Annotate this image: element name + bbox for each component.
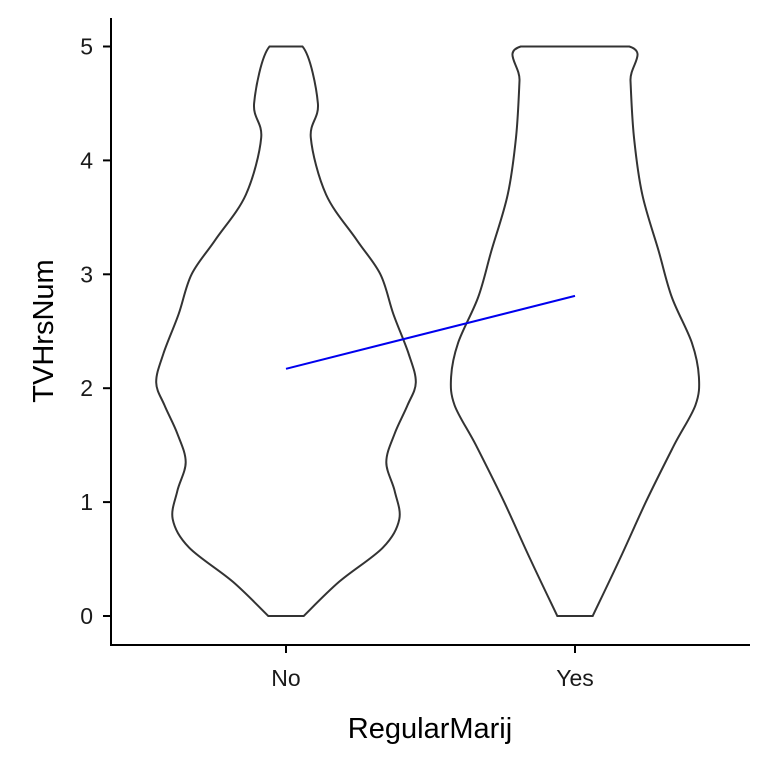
- violin-no: [155, 45, 417, 617]
- plot-area: [155, 45, 701, 617]
- violin-yes: [449, 45, 701, 617]
- axes: [110, 18, 750, 646]
- x-tick-label: No: [271, 665, 300, 691]
- x-axis-title: RegularMarij: [348, 713, 512, 745]
- y-tick-label: 4: [80, 147, 93, 173]
- y-tick-label: 0: [80, 603, 93, 629]
- x-tick-label: Yes: [556, 665, 594, 691]
- y-tick-label: 2: [80, 375, 93, 401]
- y-tick-label: 1: [80, 489, 93, 515]
- y-tick-label: 3: [80, 261, 93, 287]
- y-tick-label: 5: [80, 34, 93, 60]
- trend-line: [285, 294, 576, 370]
- y-axis-title: TVHrsNum: [28, 259, 60, 402]
- ticks: 0 1 2 3 4 5 No Yes: [80, 34, 594, 692]
